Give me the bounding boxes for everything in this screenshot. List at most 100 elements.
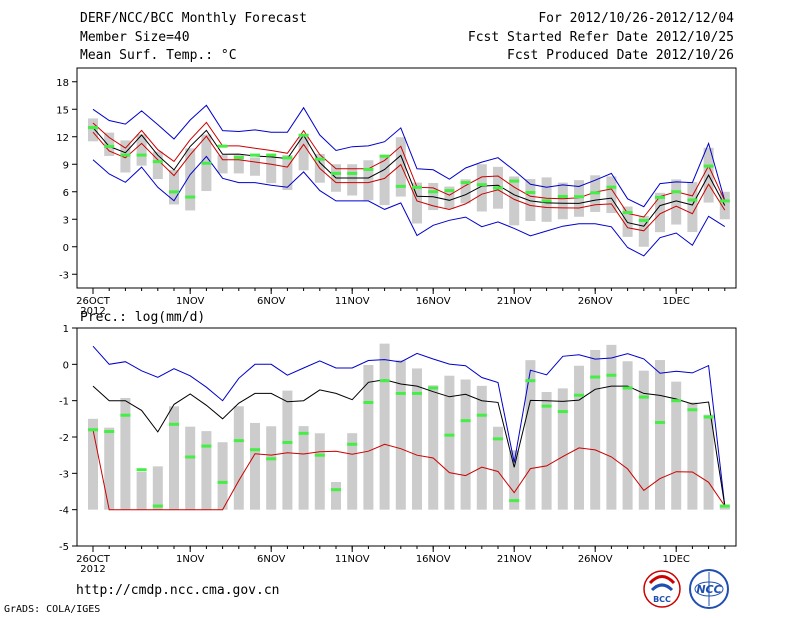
temp-x-tick-label: 21NOV	[497, 296, 532, 307]
temp-forecast-marker	[136, 153, 147, 157]
temp-forecast-marker	[298, 133, 309, 137]
prec-spread-bar	[314, 433, 325, 510]
prec-forecast-marker	[104, 430, 115, 434]
prec-spread-bar	[606, 344, 617, 510]
prec-forecast-marker	[638, 395, 649, 399]
temp-forecast-marker	[314, 157, 325, 161]
temp-spread-bar	[444, 186, 455, 209]
temp-forecast-marker	[363, 167, 374, 171]
precipitation-panel: -5 -4 -3 -2 -1 0 1 26OCT 1NOV 6NOV 11NOV 16NOV 21NOV…	[59, 324, 737, 575]
ncc-logo: NCC	[689, 569, 729, 609]
temp-spread-bar	[476, 164, 487, 212]
temp-forecast-marker	[347, 171, 358, 175]
prec-forecast-marker	[88, 428, 98, 432]
footer-credit: GrADS: COLA/IGES	[4, 604, 101, 615]
prec-forecast-marker	[152, 504, 163, 508]
prec-forecast-marker	[509, 499, 520, 503]
temp-forecast-marker	[719, 199, 730, 203]
prec-spread-bar	[201, 431, 212, 510]
prec-forecast-marker	[476, 413, 487, 417]
prec-forecast-marker	[169, 422, 179, 426]
temp-year-label: 2012	[80, 306, 105, 317]
temp-forecast-marker	[379, 154, 390, 158]
prec-ensemble-mean-line	[92, 379, 726, 507]
temp-forecast-marker	[671, 190, 682, 194]
temp-forecast-marker	[557, 194, 568, 198]
prec-forecast-marker	[314, 453, 325, 457]
temp-x-tick-label: 11NOV	[335, 296, 370, 307]
temp-forecast-marker	[152, 160, 163, 164]
prec-spread-bar	[88, 418, 98, 510]
temp-forecast-marker	[541, 199, 552, 203]
temp-forecast-marker	[606, 185, 617, 189]
prec-y-tick-label: -5	[59, 542, 69, 553]
prec-spread-bar	[379, 343, 390, 510]
prec-forecast-marker	[185, 455, 196, 459]
prec-forecast-marker	[250, 448, 260, 452]
temp-spread-bar	[395, 137, 406, 197]
temp-spread-bar	[88, 118, 98, 142]
member-size: Member Size=40	[80, 30, 190, 45]
temp-forecast-marker	[444, 189, 455, 193]
temperature-panel: -3 0 3 6 9 12 15 18 26OCT 1NOV 6NOV 11NOV 16NOV 21NOV…	[56, 67, 737, 317]
prec-forecast-marker	[201, 444, 212, 448]
prec-x-tick-label: 21NOV	[497, 554, 532, 565]
prec-forecast-marker	[606, 373, 617, 377]
temp-spread-bar	[282, 155, 293, 190]
temp-y-tick-label: 6	[63, 188, 69, 199]
prec-forecast-marker	[412, 391, 422, 395]
prec-upper-envelope-line	[92, 345, 726, 507]
temp-forecast-marker	[233, 156, 244, 160]
temp-spread-bar	[412, 182, 422, 224]
temp-forecast-marker	[525, 190, 536, 194]
prec-forecast-marker	[428, 386, 439, 390]
precip-title: Prec.: log(mm/d)	[80, 310, 206, 325]
temp-lower-spread-line	[92, 131, 726, 232]
temp-x-tick-label: 16NOV	[416, 296, 451, 307]
prec-y-tick-label: -4	[59, 506, 69, 517]
prec-forecast-marker	[590, 375, 601, 379]
temp-forecast-marker	[266, 153, 277, 157]
prec-lower-spread-line	[92, 429, 726, 511]
temp-spread-bar	[379, 155, 390, 206]
prec-forecast-marker	[622, 386, 633, 390]
temp-forecast-marker	[282, 156, 293, 160]
prec-spread-bar	[622, 361, 633, 510]
footer-url[interactable]: http://cmdp.ncc.cma.gov.cn	[76, 583, 280, 598]
bcc-logo-arc-blue	[650, 583, 674, 592]
temp-spread-bar	[298, 136, 309, 171]
prec-spread-bar	[671, 381, 682, 510]
prec-spread-bar	[638, 370, 649, 510]
temp-forecast-marker	[250, 153, 260, 157]
prec-spread-bar	[703, 414, 714, 510]
forecast-period: For 2012/10/26-2012/12/04	[538, 11, 734, 26]
temp-spread-bar	[687, 182, 698, 233]
prec-spread-bar	[233, 406, 244, 510]
temp-spread-bar	[169, 169, 179, 205]
prec-x-tick-label: 26NOV	[578, 554, 613, 565]
prec-forecast-marker	[493, 437, 503, 441]
temp-spread-bar	[363, 160, 374, 201]
prec-y-tick-label: -3	[59, 469, 69, 480]
temp-upper-spread-line	[92, 121, 726, 218]
prec-forecast-marker	[444, 433, 455, 437]
prec-spread-bar	[282, 390, 293, 510]
temp-spread-bar	[233, 155, 244, 174]
temp-spread-bar	[606, 176, 617, 214]
temp-x-tick-label: 26NOV	[578, 296, 613, 307]
temp-x-tick-label: 6NOV	[257, 296, 286, 307]
bcc-logo-text: BCC	[653, 595, 671, 604]
temp-x-tick-label: 26OCT	[76, 296, 111, 307]
prec-spread-bar	[395, 360, 406, 510]
prec-spread-bar	[347, 433, 358, 510]
temp-forecast-marker	[104, 144, 115, 148]
temp-forecast-marker	[201, 161, 212, 165]
prec-spread-bar	[298, 426, 309, 510]
prec-spread-bar	[460, 379, 471, 510]
prec-x-tick-label: 16NOV	[416, 554, 451, 565]
prec-forecast-marker	[282, 440, 293, 444]
prec-x-tick-label: 1NOV	[176, 554, 205, 565]
temp-y-tick-label: 0	[63, 243, 69, 254]
temp-spread-bar	[460, 179, 471, 204]
prec-forecast-marker	[379, 379, 390, 383]
